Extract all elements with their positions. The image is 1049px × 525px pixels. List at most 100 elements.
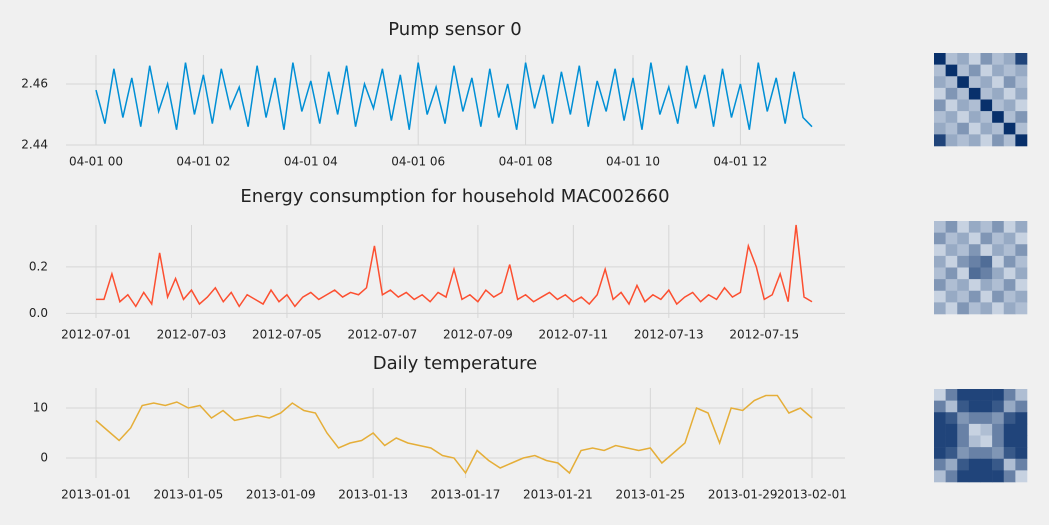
- heatmap-cell: [992, 412, 1005, 425]
- heatmap-cell: [945, 64, 958, 77]
- x-tick-label: 2012-07-05: [252, 328, 322, 342]
- heatmap-cell: [992, 255, 1005, 268]
- heatmap-cell: [1003, 99, 1016, 112]
- heatmap-cell: [934, 389, 946, 401]
- heatmap-cell: [1003, 447, 1016, 460]
- y-tick-label: 0: [40, 451, 48, 465]
- heatmap-cell: [945, 290, 958, 303]
- heatmap-cell: [980, 458, 993, 471]
- heatmap-cell: [968, 255, 981, 268]
- chart-title: Energy consumption for household MAC0026…: [240, 186, 669, 207]
- heatmap-cell: [992, 221, 1005, 233]
- y-tick-label: 10: [33, 401, 48, 415]
- x-tick-label: 04-01 06: [391, 155, 445, 169]
- heatmap-cell: [1015, 111, 1028, 124]
- x-tick-label: 2012-07-09: [443, 328, 513, 342]
- x-tick-label: 2013-01-13: [338, 488, 408, 502]
- heatmap-cell: [968, 470, 981, 483]
- heatmap-cell: [1003, 290, 1016, 303]
- heatmap-cell: [992, 400, 1005, 413]
- heatmap-cell: [957, 290, 970, 303]
- heatmap-cell: [980, 244, 993, 257]
- heatmap-cell: [1003, 221, 1016, 233]
- heatmap-cell: [934, 111, 946, 124]
- heatmap-cell: [1015, 53, 1028, 65]
- heatmap-cell: [1003, 400, 1016, 413]
- heatmap-cell: [992, 99, 1005, 112]
- heatmap-cell: [945, 255, 958, 268]
- x-tick-label: 2013-01-17: [431, 488, 501, 502]
- heatmap-cell: [992, 87, 1005, 100]
- y-tick-label: 2.44: [21, 138, 48, 152]
- heatmap-cell: [1015, 244, 1028, 257]
- heatmap-cell: [1003, 423, 1016, 436]
- heatmap-cell: [1003, 232, 1016, 245]
- heatmap-cell: [1015, 87, 1028, 100]
- heatmap-cell: [1015, 470, 1028, 483]
- heatmap-cell: [968, 412, 981, 425]
- heatmap-cell: [1003, 64, 1016, 77]
- heatmap-cell: [934, 267, 946, 280]
- heatmap-cell: [980, 389, 993, 401]
- heatmap-cell: [968, 423, 981, 436]
- data-line: [95, 62, 813, 130]
- x-tick-label: 2013-01-01: [61, 488, 131, 502]
- heatmap-cell: [957, 87, 970, 100]
- y-tick-label: 0.0: [29, 306, 48, 320]
- heatmap-cell: [957, 389, 970, 401]
- heatmap-cell: [934, 279, 946, 292]
- heatmap-cell: [992, 279, 1005, 292]
- heatmap-cell: [992, 53, 1005, 65]
- heatmap-cell: [968, 99, 981, 112]
- heatmap-cell: [1015, 255, 1028, 268]
- heatmap-cell: [1003, 255, 1016, 268]
- y-tick-label: 2.46: [21, 76, 48, 90]
- heatmap-cell: [992, 389, 1005, 401]
- heatmap-cell: [1015, 435, 1028, 448]
- heatmap-cell: [968, 111, 981, 124]
- heatmap-cell: [957, 255, 970, 268]
- heatmap-cell: [968, 400, 981, 413]
- x-tick-label: 04-01 12: [713, 155, 767, 169]
- heatmap-cell: [945, 470, 958, 483]
- heatmap-cell: [945, 400, 958, 413]
- x-tick-label: 04-01 02: [176, 155, 230, 169]
- heatmap-cell: [1015, 302, 1028, 315]
- heatmap-cell: [992, 111, 1005, 124]
- heatmap-cell: [980, 279, 993, 292]
- heatmap-cell: [957, 279, 970, 292]
- heatmap-cell: [992, 244, 1005, 257]
- heatmap-cell: [980, 221, 993, 233]
- heatmap-cell: [968, 64, 981, 77]
- heatmap-cell: [945, 302, 958, 315]
- heatmap-cell: [1003, 470, 1016, 483]
- x-tick-label: 2012-07-13: [634, 328, 704, 342]
- heatmap-cell: [957, 447, 970, 460]
- heatmap-cell: [980, 64, 993, 77]
- heatmap-cell: [992, 458, 1005, 471]
- heatmap-cell: [992, 122, 1005, 135]
- heatmap-cell: [934, 232, 946, 245]
- heatmap-cell: [945, 244, 958, 257]
- heatmap-cell: [957, 64, 970, 77]
- heatmap-cell: [945, 232, 958, 245]
- chart-title: Pump sensor 0: [388, 19, 521, 40]
- x-tick-label: 04-01 10: [606, 155, 660, 169]
- heatmap-cell: [945, 435, 958, 448]
- heatmap-cell: [968, 53, 981, 65]
- heatmap-cell: [1015, 134, 1028, 147]
- heatmap-cell: [980, 423, 993, 436]
- heatmap-cell: [1015, 400, 1028, 413]
- heatmap-cell: [945, 99, 958, 112]
- heatmap-cell: [1015, 290, 1028, 303]
- heatmap-cell: [1015, 389, 1028, 401]
- heatmap-cell: [980, 470, 993, 483]
- heatmap-cell: [992, 302, 1005, 315]
- heatmap-cell: [934, 400, 946, 413]
- x-tick-label: 04-01 08: [499, 155, 553, 169]
- heatmap-cell: [957, 244, 970, 257]
- x-tick-label: 2013-01-25: [615, 488, 685, 502]
- heatmap-cell: [1003, 412, 1016, 425]
- x-tick-label: 2012-07-01: [61, 328, 131, 342]
- heatmap-cell: [957, 400, 970, 413]
